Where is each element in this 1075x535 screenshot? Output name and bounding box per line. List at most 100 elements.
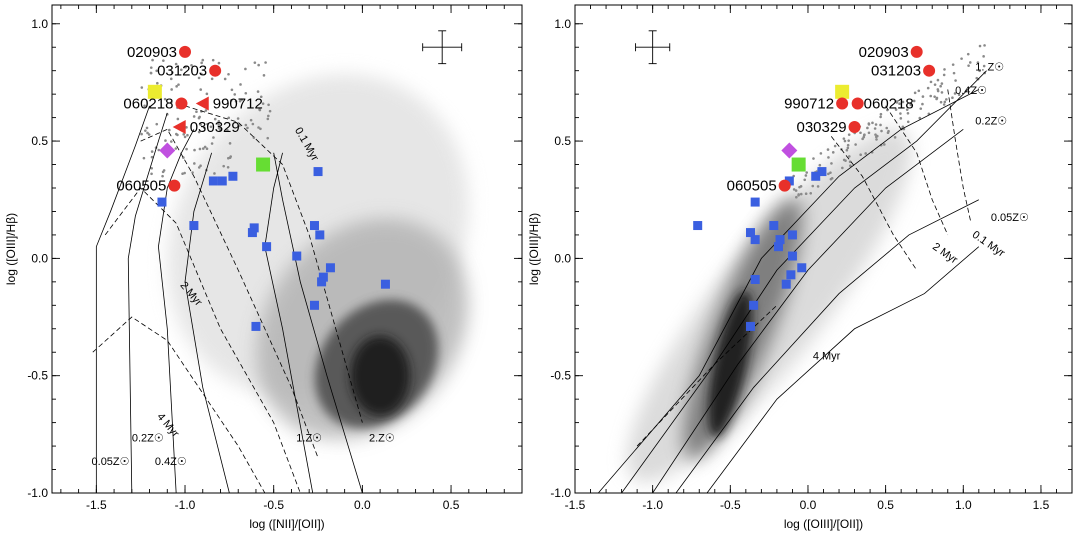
grb-label: 030329 <box>190 119 240 136</box>
sample-dot <box>156 81 159 85</box>
sample-dot <box>211 58 215 62</box>
sample-dot <box>227 156 230 160</box>
sample-dot <box>183 171 186 175</box>
model-track-solid <box>184 152 230 493</box>
right-panel-oiii-oii-diagram: 1. Z☉ 0.4Z☉ 0.2Z☉ 0.05Z☉ 0.1 Myr 2 Myr 4 Myr 02… <box>527 4 1073 531</box>
blue-square-marker <box>315 230 325 240</box>
axes-frame <box>51 4 523 494</box>
sample-dot <box>150 166 154 170</box>
sample-dot <box>266 136 270 140</box>
y-tick-label: -1.0 <box>550 486 571 500</box>
sample-dot <box>859 131 862 135</box>
sample-dot <box>811 184 815 188</box>
grb-circle-marker <box>179 45 192 58</box>
sample-dot <box>155 69 158 73</box>
sample-dot <box>849 164 852 168</box>
sample-dot <box>171 71 174 74</box>
sample-dot <box>200 61 203 65</box>
sample-dot <box>164 139 167 142</box>
y-tick-label: 1.0 <box>554 17 571 31</box>
sample-dot <box>206 122 209 126</box>
sample-dot <box>202 126 206 129</box>
sample-dot <box>901 100 905 104</box>
sample-dot <box>795 195 798 199</box>
sample-dot <box>198 147 202 151</box>
sample-dot <box>966 52 970 56</box>
blue-square-marker <box>775 235 785 245</box>
y-tick-label: -0.5 <box>550 369 571 383</box>
blue-square-marker <box>750 235 760 245</box>
sample-dot <box>197 130 201 134</box>
sample-dot <box>929 94 933 98</box>
blue-square-marker <box>217 176 227 186</box>
sample-dot <box>873 127 877 130</box>
sample-dot <box>175 85 178 88</box>
blue-square-marker <box>208 176 218 186</box>
sample-dot <box>162 59 165 62</box>
sample-dot <box>182 133 186 136</box>
blue-square-marker <box>746 321 756 331</box>
sample-dot <box>217 119 221 123</box>
sample-dot <box>827 172 830 176</box>
sample-dot <box>197 116 201 120</box>
sample-dot <box>875 138 878 141</box>
y-tick-label: 0.5 <box>31 134 48 148</box>
x-tick-label: -1.5 <box>565 498 586 512</box>
sample-dot <box>213 172 216 175</box>
blue-square-marker <box>817 167 827 177</box>
sample-dot <box>256 90 260 93</box>
model-track-solid <box>95 105 150 493</box>
sample-dot <box>899 112 902 115</box>
sample-dot <box>217 61 221 65</box>
blue-square-marker <box>249 223 259 233</box>
model-label: 1.Z☉ <box>296 432 322 444</box>
blue-square-marker <box>292 251 302 261</box>
grb-circle-marker <box>836 97 849 110</box>
sample-dot <box>181 172 184 176</box>
y-tick-label: 0.5 <box>554 134 571 148</box>
sample-dot <box>805 171 809 174</box>
x-tick-label: 1.5 <box>1033 498 1050 512</box>
sample-dot <box>874 135 878 139</box>
sample-dot <box>177 83 180 86</box>
sample-dot <box>190 63 193 67</box>
model-track-solid <box>597 89 979 493</box>
sample-dot <box>899 117 903 120</box>
ticks <box>52 5 523 494</box>
sample-dot <box>982 64 986 68</box>
sample-dot <box>827 156 830 159</box>
blue-square-marker <box>781 279 791 289</box>
sample-dot <box>861 137 864 141</box>
sample-dot <box>146 131 149 135</box>
blue-square-marker <box>750 275 760 284</box>
sample-dot <box>246 126 249 130</box>
model-label: 1. Z☉ <box>975 62 1004 74</box>
sample-dot <box>155 122 159 126</box>
sample-dot <box>213 117 217 121</box>
green-square-marker <box>791 157 806 172</box>
sample-dot <box>918 116 922 120</box>
sample-dot <box>201 147 205 150</box>
sample-dot <box>976 61 980 64</box>
x-tick-label: -0.5 <box>720 498 741 512</box>
sample-dot <box>233 93 237 96</box>
sample-dot <box>936 88 940 91</box>
sample-dot <box>829 177 833 181</box>
sample-dot <box>140 86 144 89</box>
blue-square-marker <box>325 263 335 273</box>
sample-dot <box>226 165 230 169</box>
ticks <box>574 5 1073 494</box>
sample-dot <box>847 139 850 142</box>
sample-dot <box>960 57 963 60</box>
sample-dot <box>219 128 222 132</box>
sample-dot <box>936 78 940 82</box>
sample-dot <box>183 135 187 139</box>
sample-dot <box>940 82 944 85</box>
grb-label: 990712 <box>213 96 263 113</box>
grb-label: 020903 <box>127 44 177 61</box>
sample-dot <box>942 103 946 106</box>
comparison-squares <box>157 167 390 331</box>
sample-dot <box>913 91 917 95</box>
x-tick-label: 0.0 <box>354 498 371 512</box>
